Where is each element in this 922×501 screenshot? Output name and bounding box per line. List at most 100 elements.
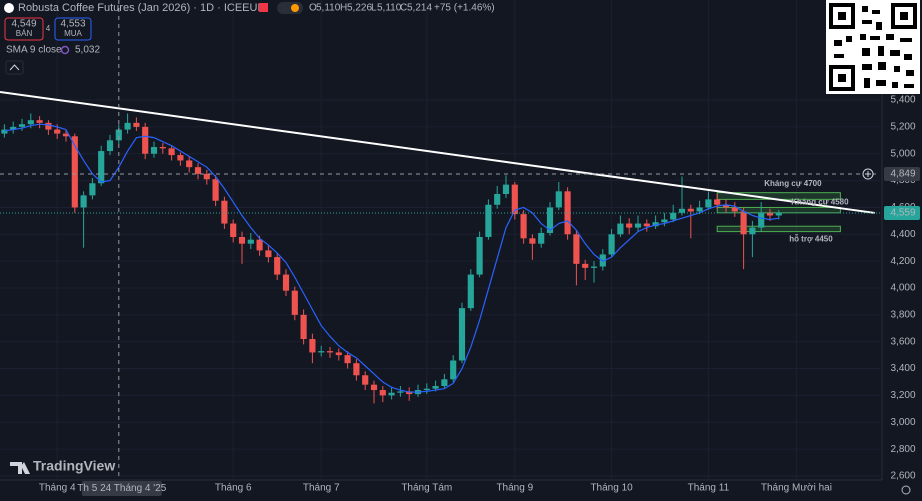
candle-body xyxy=(643,223,650,227)
candle-body xyxy=(124,122,131,130)
crosshair-x-box xyxy=(81,481,162,496)
x-tick-label: Tháng Tám xyxy=(401,483,452,494)
sell-button[interactable] xyxy=(4,17,44,41)
high-value: 5,226 xyxy=(347,3,372,14)
candle-body xyxy=(1,129,8,134)
candle-body xyxy=(309,339,316,353)
y-tick-label: 2,600 xyxy=(890,471,915,482)
candle-body xyxy=(335,352,342,356)
crosshair-x-label: Th 5 24 Tháng 4 '25 xyxy=(77,483,166,494)
candle-body xyxy=(423,388,430,391)
candle-body xyxy=(318,351,325,353)
x-tick-label: Tháng Mười hai xyxy=(761,483,832,494)
candle-body xyxy=(344,355,351,364)
candle-body xyxy=(458,308,466,361)
y-tick-label: 3,800 xyxy=(890,309,915,320)
candle-body xyxy=(80,195,87,208)
candle-body xyxy=(230,223,237,237)
indicator-name: SMA 9 close xyxy=(6,45,62,56)
candle-body xyxy=(714,199,721,205)
zone-label: Kháng cự 4700 xyxy=(764,179,822,188)
candle-body xyxy=(485,204,492,237)
candle-body xyxy=(159,147,166,149)
candle-body xyxy=(282,274,290,291)
qr-modules xyxy=(834,6,914,88)
candle-body xyxy=(626,223,633,228)
delayed-dot xyxy=(291,4,299,12)
candle-body xyxy=(590,266,598,268)
x-tick-label: Tháng 9 xyxy=(496,483,533,494)
candle-body xyxy=(45,122,52,130)
qr-finder xyxy=(900,12,908,20)
candle-body xyxy=(326,351,334,353)
candle-body xyxy=(775,212,782,216)
candle-body xyxy=(608,234,615,255)
candle-body xyxy=(142,126,149,154)
crosshair-y-box xyxy=(884,167,920,182)
candle-body xyxy=(89,183,96,196)
delayed-badge xyxy=(277,2,303,14)
l-label: L xyxy=(371,3,377,14)
spread: 4 xyxy=(46,24,51,33)
buy-label: MUA xyxy=(64,29,82,38)
y-tick-label: 3,600 xyxy=(890,336,915,347)
candle-body xyxy=(749,227,756,235)
x-tick-label: Tháng 11 xyxy=(688,483,730,494)
candle-body xyxy=(221,200,228,224)
candle-body xyxy=(555,191,562,208)
candle-body xyxy=(177,155,184,161)
logo-icon xyxy=(10,462,30,474)
y-tick-label: 5,400 xyxy=(890,95,915,106)
candle-body xyxy=(186,160,193,168)
symbol-title: Robusta Coffee Futures (Jan 2026) · 1D ·… xyxy=(18,2,265,14)
flag-icon xyxy=(259,3,268,12)
y-tick-label: 4,000 xyxy=(890,283,915,294)
logo-text: TradingView xyxy=(33,458,115,474)
candle-body xyxy=(10,126,17,130)
o-label: O xyxy=(309,3,317,14)
candle-body xyxy=(397,391,404,393)
last-price-label: 4,559 xyxy=(890,208,915,219)
candle-body xyxy=(617,223,624,235)
candle-body xyxy=(247,239,254,244)
zone-label: Kháng cự 4580 xyxy=(791,198,849,207)
y-tick-label: 3,400 xyxy=(890,363,915,374)
candle-body xyxy=(722,204,730,208)
candle-body xyxy=(529,238,536,244)
candle-body xyxy=(106,140,114,152)
settings-icon[interactable] xyxy=(901,485,911,495)
candle-body xyxy=(573,234,580,264)
y-tick-label: 5,200 xyxy=(890,122,915,133)
candle-body xyxy=(476,236,483,275)
h-label: H xyxy=(340,3,347,14)
crosshair-y-label: 4,849 xyxy=(890,169,915,180)
candle-body xyxy=(652,222,659,227)
candle-body xyxy=(353,363,360,376)
collapse-button[interactable] xyxy=(5,60,24,75)
buy-button[interactable] xyxy=(54,17,92,41)
qr-finder xyxy=(891,3,917,29)
y-tick-label: 5,000 xyxy=(890,148,915,159)
candle-body xyxy=(740,211,747,235)
candle-body xyxy=(274,257,281,275)
symbol-icon xyxy=(4,3,14,13)
zone-label: hỗ trợ 4450 xyxy=(789,235,833,244)
candle-body xyxy=(115,129,122,141)
y-tick-label: 3,200 xyxy=(890,390,915,401)
candle-body xyxy=(18,124,26,127)
candle-body xyxy=(212,179,219,201)
candle-body xyxy=(54,129,61,134)
indicator-value: 5,032 xyxy=(75,45,100,56)
candle-body xyxy=(678,208,686,213)
candle-body xyxy=(388,392,395,396)
candle-body xyxy=(194,167,202,174)
candle-body xyxy=(696,207,703,212)
sell-price: 4,549 xyxy=(11,19,36,30)
crosshair-plus-icon xyxy=(865,171,871,178)
candle-body xyxy=(731,207,738,212)
candle-body xyxy=(27,120,34,125)
low-value: 5,110 xyxy=(377,3,402,14)
y-tick-label: 2,800 xyxy=(890,444,915,455)
candle-body xyxy=(71,136,78,208)
